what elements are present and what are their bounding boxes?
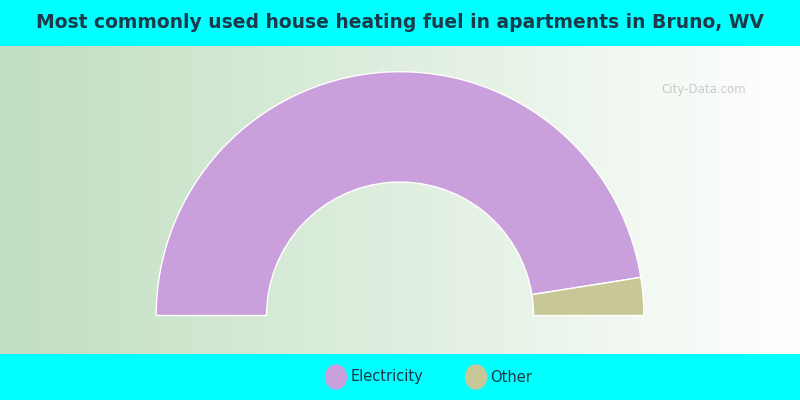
Text: Other: Other (490, 370, 532, 384)
Text: City-Data.com: City-Data.com (662, 83, 746, 96)
Ellipse shape (325, 364, 347, 390)
Wedge shape (156, 72, 641, 316)
Text: Electricity: Electricity (350, 370, 423, 384)
Ellipse shape (465, 364, 487, 390)
Wedge shape (532, 277, 644, 316)
Text: Most commonly used house heating fuel in apartments in Bruno, WV: Most commonly used house heating fuel in… (36, 12, 764, 32)
